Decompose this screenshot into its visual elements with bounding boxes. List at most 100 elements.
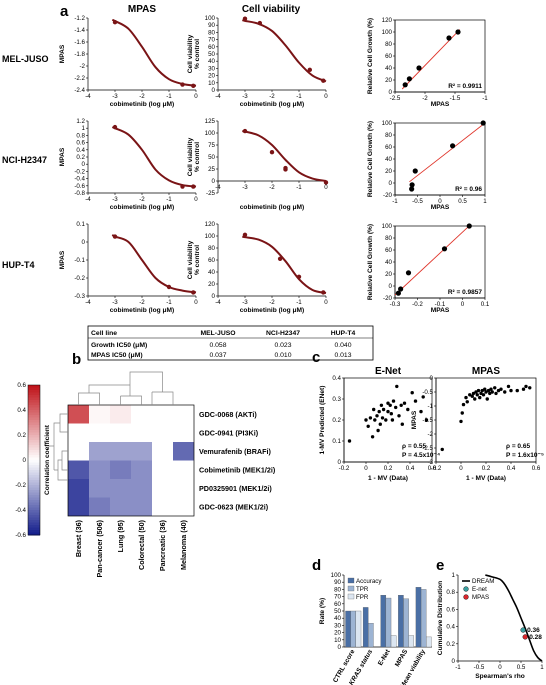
c-mpas-point xyxy=(488,391,492,396)
a-r1-corr-xtick-label: 1 xyxy=(483,198,487,205)
a-r0-mpas-ytick-label: -1.6 xyxy=(74,39,85,46)
c-mpas-ytick-label: -1.5 xyxy=(422,417,433,424)
a-r2-corr-xtick-label: 0 xyxy=(461,301,465,308)
a-r1-mpas-xtick-label: -3 xyxy=(112,196,118,203)
c-enet-point xyxy=(386,409,390,414)
c-enet-ytick-label: 0.4 xyxy=(332,375,341,382)
a-r1-corr-xtick-label: 0 xyxy=(438,198,442,205)
a-r2-corr-xtick-label: -0.2 xyxy=(412,301,423,308)
row-name-nci-h2347: NCI-H2347 xyxy=(2,155,47,165)
row-dendrogram xyxy=(48,413,68,481)
a-r2-corr-ytick-label: -20 xyxy=(383,295,393,302)
d-bar-tpr xyxy=(403,598,409,648)
e-ytick-label: 0.8 xyxy=(446,589,455,596)
a-r2-corr-ytick-label: 40 xyxy=(385,259,392,266)
d-ytick-label: 80 xyxy=(334,586,341,593)
d-ytick-label: 100 xyxy=(331,572,342,579)
d-bar-tpr xyxy=(350,610,357,648)
a-r0-corr-ytick-label: 60 xyxy=(385,53,392,60)
a-r2-viability-ytick-label: 120 xyxy=(205,221,216,228)
e-xtick-label: 0.5 xyxy=(517,664,526,671)
a-r2-mpas-xtick-label: 0 xyxy=(194,299,198,306)
a-r2-corr-xtick-label: 0.1 xyxy=(481,301,490,308)
heatmap-col-label: Colorectal (50) xyxy=(137,519,146,570)
a-r1-corr-ytick-label: -20 xyxy=(383,192,393,199)
c-enet-ytick-label: 0.3 xyxy=(332,396,341,403)
ic50-table-row-label: Growth IC50 (μM) xyxy=(91,342,147,349)
ic50-table-header: HUP-T4 xyxy=(331,330,356,337)
heatmap-cell xyxy=(68,479,89,498)
c-enet-point xyxy=(421,395,425,399)
e-xtick-label: 0 xyxy=(498,664,502,671)
a-r1-mpas-ytick-label: 0 xyxy=(82,161,86,168)
a-r0-mpas-point xyxy=(180,82,185,87)
heatmap-cell xyxy=(131,442,152,461)
heatmap-row-label: Cobimetinib (MEK1/2i) xyxy=(199,466,276,475)
d-bar-accuracy xyxy=(380,595,387,648)
a-r1-viability-ylabel: Cell viability xyxy=(187,137,194,176)
c-mpas-point xyxy=(489,387,493,391)
c-mpas-point xyxy=(506,384,511,389)
c-mpas-point xyxy=(503,390,507,394)
colorbar-segment xyxy=(28,422,40,426)
c-enet-point xyxy=(386,401,390,405)
a-r0-corr-xlabel: MPAS xyxy=(431,101,450,108)
c-enet-point xyxy=(419,409,423,414)
a-r0-mpas-ytick-label: -1.2 xyxy=(74,15,85,22)
c-enet-point xyxy=(366,424,370,428)
colorbar-segment xyxy=(28,472,40,476)
colorbar-segment xyxy=(28,525,40,528)
colorbar-segment xyxy=(28,522,40,526)
ic50-table-cell: 0.058 xyxy=(209,342,226,349)
colorbar-segment xyxy=(28,405,40,408)
a-r0-mpas-xtick-label: -1 xyxy=(166,93,172,100)
a-r0-mpas-point xyxy=(191,83,196,89)
a-r1-viability-point xyxy=(269,150,275,155)
a-r1-viability-point xyxy=(242,128,248,134)
a-r1-corr-ytick-label: 80 xyxy=(385,132,392,139)
d-bar-fpr xyxy=(390,635,397,648)
a-r2-corr-ytick-label: 100 xyxy=(382,223,393,230)
row-name-hup-t4: HUP-T4 xyxy=(2,260,35,270)
a-r1-mpas-ytick-label: 0.8 xyxy=(76,132,85,139)
colorbar-segment xyxy=(28,400,40,403)
a-r0-corr-ylabel: Relative Cell Growth (%) xyxy=(367,18,374,94)
c-enet-point xyxy=(381,407,386,412)
a-r2-mpas-ytick-label: 0.1 xyxy=(76,221,85,228)
a-r0-viability-ytick-label: 20 xyxy=(208,73,215,80)
e-xlabel: Spearman's rho xyxy=(475,673,525,680)
a-r1-mpas-ytick-label: 1.2 xyxy=(76,118,85,125)
a-r0-corr-point xyxy=(416,65,422,71)
a-r0-mpas-point xyxy=(112,20,118,25)
colorbar-segment xyxy=(28,460,40,463)
a-r2-viability-xtick-label: 0 xyxy=(324,299,328,306)
a-r0-viability-xtick-label: -1 xyxy=(296,93,302,100)
e-marker-label: 0.28 xyxy=(529,634,542,641)
d-bar-tpr xyxy=(368,623,374,648)
c-mpas-ytick-label: -3 xyxy=(427,459,433,466)
colorbar-tick-label: 0.6 xyxy=(17,382,26,389)
heatmap-cell xyxy=(173,442,194,461)
heatmap-cell xyxy=(152,479,173,498)
colorbar-segment xyxy=(28,467,40,471)
d-category-label: E-Net xyxy=(377,648,392,667)
a-r0-corr-ytick-label: 80 xyxy=(385,41,392,48)
colorbar-segment xyxy=(28,500,40,503)
a-r2-viability-xlabel: cobimetinib (log μM) xyxy=(240,307,304,314)
a-r1-corr-point xyxy=(409,186,415,192)
e-ytick-label: 1 xyxy=(452,572,456,579)
c-enet-point xyxy=(364,418,368,422)
ic50-table-cell: 0.037 xyxy=(209,352,226,359)
heatmap-cell xyxy=(110,423,131,442)
a-r1-corr-ylabel: Relative Cell Growth (%) xyxy=(367,121,374,197)
c-enet-point xyxy=(377,409,381,414)
c-mpas-ylabel: MPAS xyxy=(411,410,418,429)
d-ytick-label: 90 xyxy=(334,579,341,586)
colorbar-segment xyxy=(28,432,40,436)
colorbar-tick-label: -0.6 xyxy=(15,532,26,539)
c-mpas-point xyxy=(481,393,486,397)
a-r2-corr-r2: R² = 0.9857 xyxy=(448,289,483,296)
c-mpas-xtick-label: 0.2 xyxy=(482,465,491,472)
a-r1-mpas-ytick-label: -0.2 xyxy=(74,168,85,175)
e-dream-curve xyxy=(485,574,543,662)
